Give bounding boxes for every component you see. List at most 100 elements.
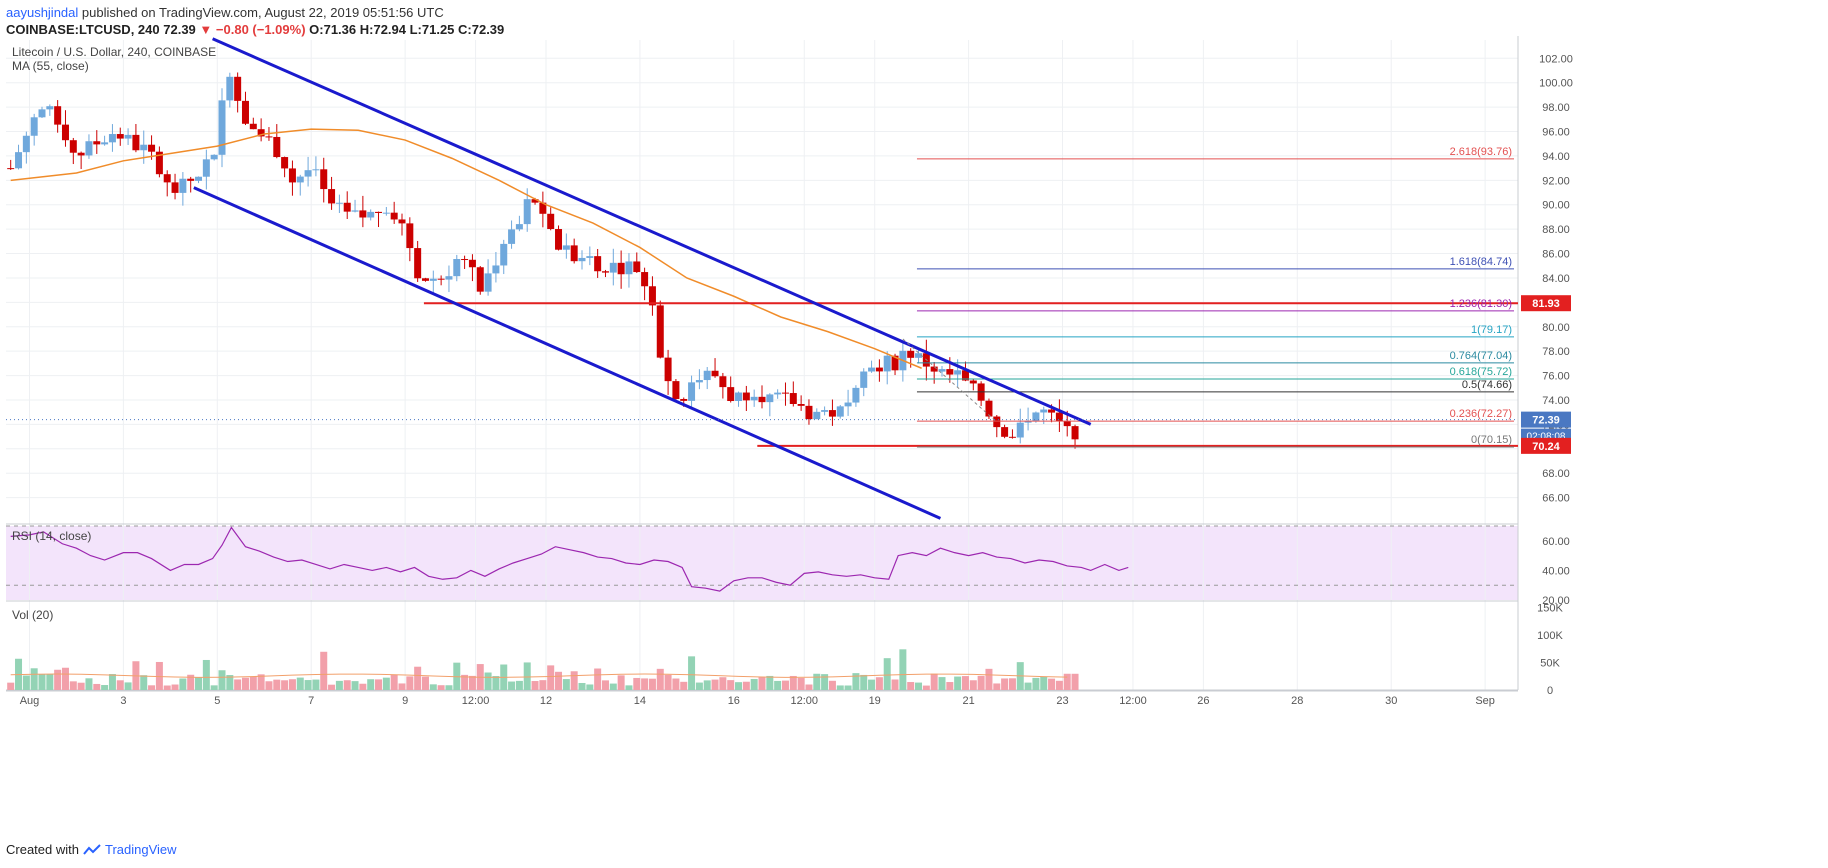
candle-body: [515, 224, 523, 230]
time-axis-tick: 26: [1197, 695, 1209, 707]
candle-body: [46, 106, 54, 110]
time-axis-tick: 30: [1385, 695, 1397, 707]
price-change: ▼ −0.80 (−1.09%): [199, 22, 306, 37]
rsi-legend: RSI (14, close): [12, 529, 91, 543]
time-axis-tick: 12:00: [1119, 695, 1147, 707]
volume-bar: [813, 673, 821, 690]
volume-bar: [234, 679, 242, 690]
candle-body: [484, 273, 492, 292]
volume-bar: [61, 667, 69, 690]
volume-bar: [609, 683, 617, 690]
candle-body: [351, 210, 359, 212]
volume-bar: [202, 659, 210, 690]
candle-body: [586, 256, 594, 258]
candle-body: [1071, 426, 1079, 440]
author-link[interactable]: aayushjindal: [6, 5, 79, 20]
volume-axis-tick: 150K: [1537, 603, 1563, 615]
volume-bar: [758, 677, 766, 690]
volume-bar: [484, 672, 492, 690]
candle-body: [116, 134, 124, 139]
candle-body: [969, 380, 977, 384]
candle-body: [124, 134, 132, 139]
channel-trendline[interactable]: [193, 186, 942, 520]
candle-body: [688, 382, 696, 401]
volume-bar: [961, 676, 969, 690]
candle-body: [1032, 412, 1040, 421]
candle-body: [468, 259, 476, 268]
volume-bar: [515, 680, 523, 690]
candle-body: [148, 144, 156, 152]
volume-bar: [1071, 673, 1079, 690]
candle-body: [789, 393, 797, 404]
volume-bar: [774, 680, 782, 690]
candle-body: [101, 142, 109, 145]
candle-body: [781, 392, 789, 394]
candle-body: [570, 245, 578, 262]
volume-bar: [641, 678, 649, 690]
volume-bar: [468, 675, 476, 690]
volume-bar: [828, 680, 836, 690]
volume-bar: [359, 683, 367, 690]
volume-bar: [85, 678, 93, 690]
price-axis-tick: 92.00: [1542, 175, 1570, 187]
candle-body: [288, 168, 296, 183]
candle-body: [234, 76, 242, 101]
resistance-price-badge-background: [1521, 295, 1571, 312]
volume-bar: [210, 685, 218, 690]
price-axis-tick: 102.00: [1539, 53, 1573, 65]
volume-bar: [179, 678, 187, 690]
channel-trendline[interactable]: [212, 37, 1092, 426]
ma-legend: MA (55, close): [12, 59, 89, 73]
volume-bar: [304, 680, 312, 690]
candle-body: [680, 398, 688, 401]
candle-body: [210, 154, 218, 160]
time-axis-tick: 21: [962, 695, 974, 707]
support-price-badge-background: [1521, 437, 1571, 454]
last-price-badge: 72.39: [1532, 415, 1560, 427]
time-axis-tick: 28: [1291, 695, 1303, 707]
volume-bar: [578, 682, 586, 690]
rsi-axis-tick: 60.00: [1542, 536, 1570, 548]
candle-body: [625, 261, 633, 275]
rsi-axis-tick: 40.00: [1542, 565, 1570, 577]
volume-bar: [429, 684, 437, 690]
volume-bar: [265, 681, 273, 690]
volume-bar: [296, 677, 304, 690]
volume-bar: [93, 683, 101, 690]
candle-body: [852, 387, 860, 403]
candle-body: [860, 371, 868, 388]
candle-body: [735, 392, 743, 402]
volume-axis-tick: 50K: [1540, 658, 1560, 670]
candle-body: [656, 305, 664, 358]
volume-bar: [750, 678, 758, 690]
volume-bar: [1040, 676, 1048, 690]
volume-bar: [727, 680, 735, 690]
candle-body: [1040, 409, 1048, 413]
footer: Created with TradingView: [6, 842, 177, 857]
candle-body: [273, 136, 281, 158]
candle-body: [766, 394, 774, 403]
candle-body: [249, 123, 257, 130]
candle-body: [578, 257, 586, 262]
candle-body: [758, 396, 766, 403]
volume-bar: [836, 685, 844, 690]
time-axis-tick: 19: [869, 695, 881, 707]
volume-bar: [312, 679, 320, 690]
volume-bar: [672, 678, 680, 690]
candle-body: [320, 169, 328, 190]
candle-body: [171, 182, 179, 193]
volume-bar: [735, 682, 743, 690]
volume-bar: [680, 681, 688, 690]
volume-bar: [124, 682, 132, 690]
candle-body: [821, 410, 829, 412]
tradingview-brand-link[interactable]: TradingView: [104, 842, 177, 857]
volume-bar: [241, 677, 249, 690]
volume-bar: [1008, 678, 1016, 690]
volume-ma-line: [10, 673, 1068, 678]
candle-body: [22, 135, 30, 153]
volume-bar: [875, 677, 883, 690]
candle-body: [265, 136, 273, 138]
time-axis-tick: 7: [308, 695, 314, 707]
candle-body: [367, 211, 375, 218]
